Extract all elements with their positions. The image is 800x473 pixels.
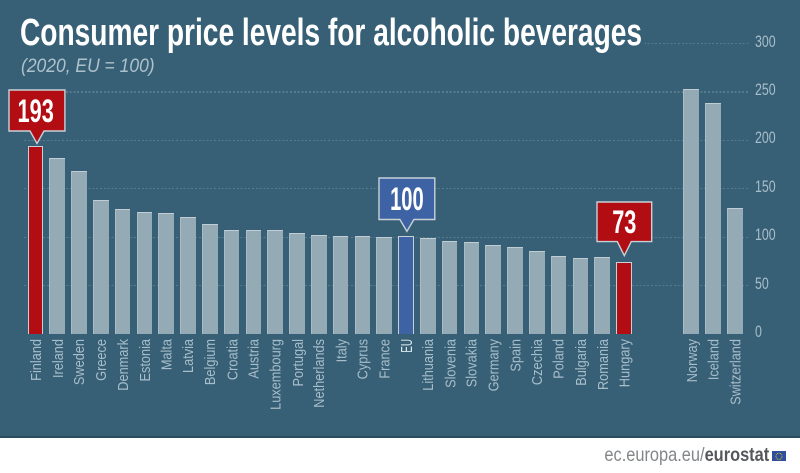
svg-text:100: 100 — [390, 181, 424, 217]
svg-text:73: 73 — [612, 204, 636, 240]
svg-text:193: 193 — [17, 93, 53, 129]
